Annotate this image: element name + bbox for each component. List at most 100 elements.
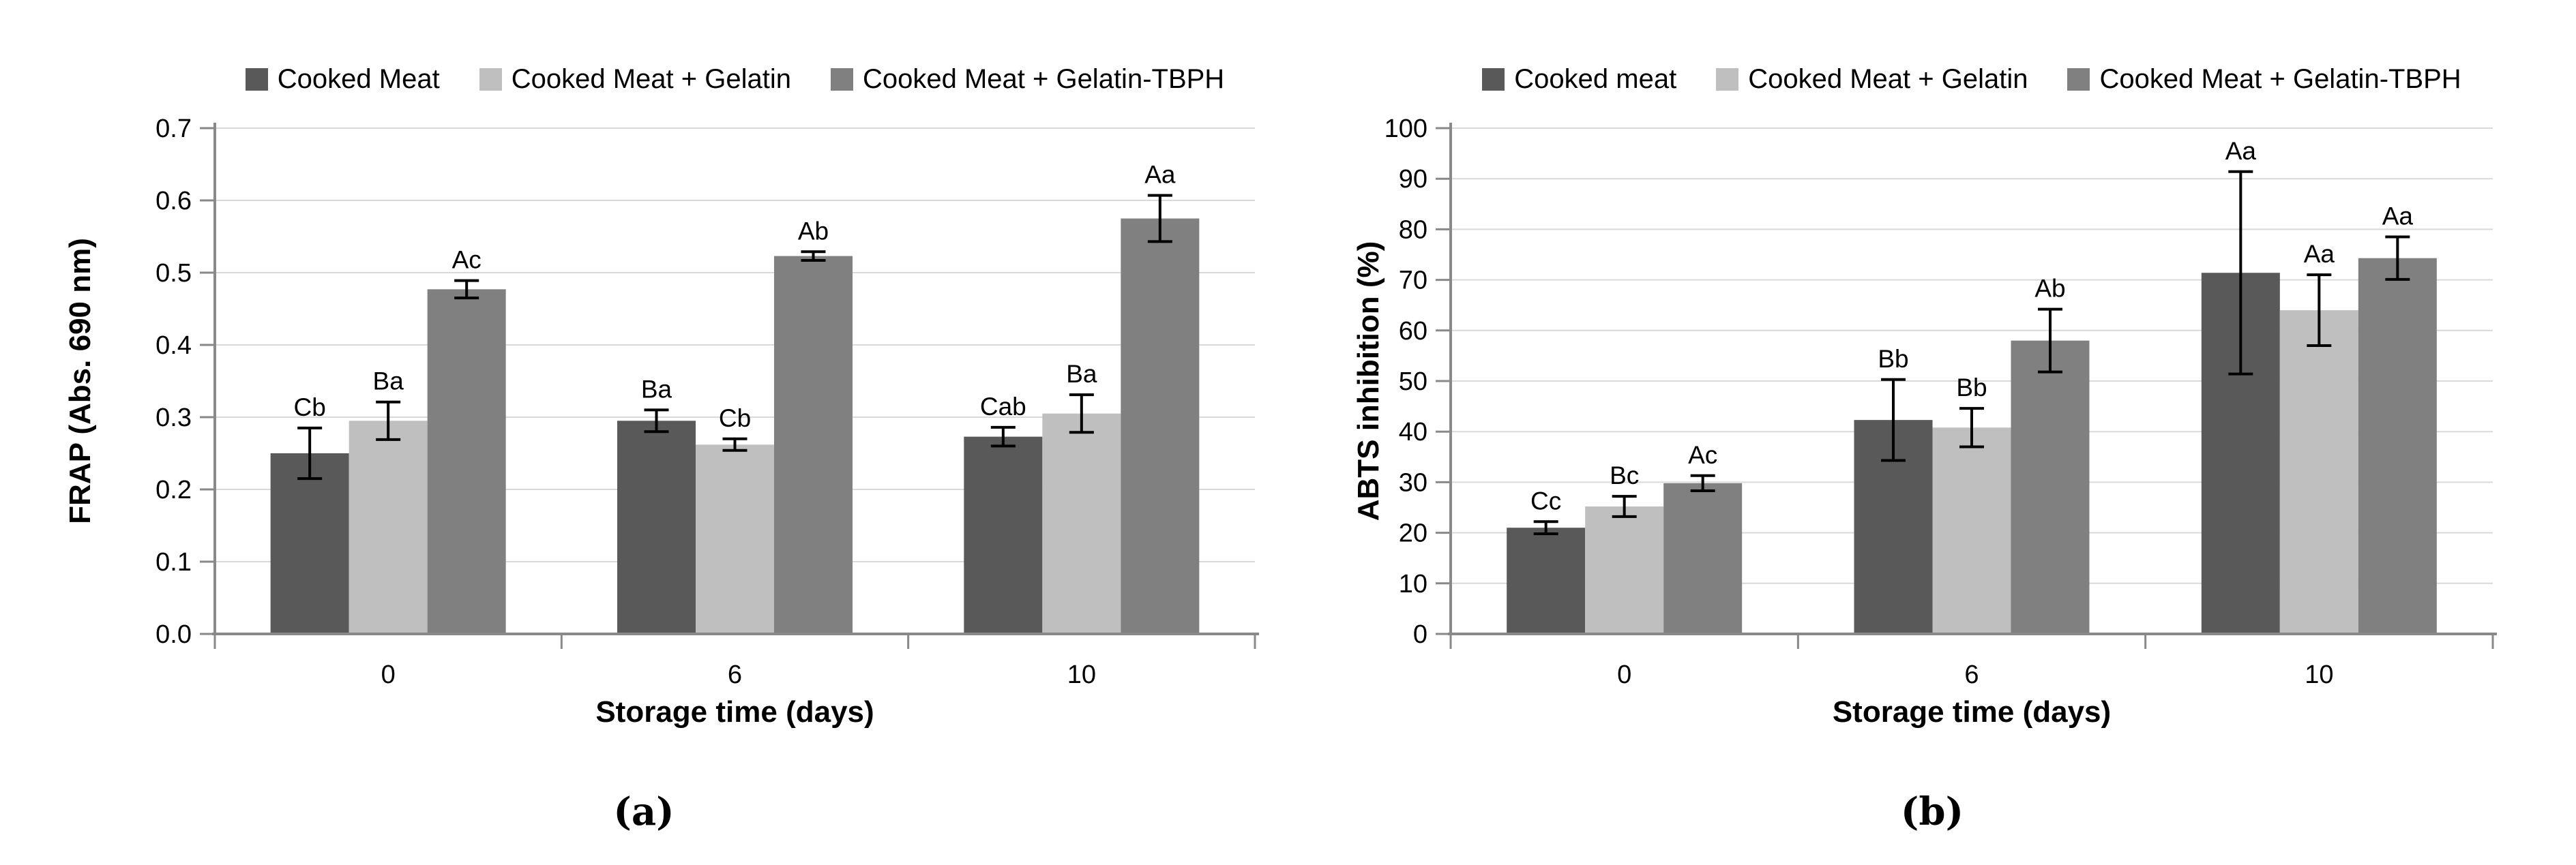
error-bar — [376, 400, 401, 441]
significance-label: Ab — [2034, 275, 2065, 303]
legend-swatch-dark — [1482, 67, 1505, 91]
legend-item-cooked-meat: Cooked Meat — [245, 63, 440, 95]
legend-label: Cooked Meat + Gelatin-TBPH — [862, 63, 1225, 94]
significance-label: Aa — [2382, 202, 2414, 230]
legend-item-cooked-meat-gelatin-tbph: Cooked Meat + Gelatin-TBPH — [2067, 64, 2461, 95]
bar-a-s0-g1 — [617, 421, 696, 634]
legend-label: Cooked Meat — [277, 63, 440, 94]
y-tick-label: 0.3 — [156, 404, 192, 432]
bar-b-s2-g1 — [2011, 340, 2090, 634]
chart-a-panel: Cooked Meat Cooked Meat + Gelatin Cooked… — [63, 59, 1259, 834]
bar-b-s2-g0 — [1663, 483, 1743, 634]
y-tick-label: 50 — [1399, 367, 1427, 396]
error-bar — [1959, 407, 1984, 449]
significance-label: Cb — [719, 404, 751, 432]
bar-b-s2-g2 — [2358, 258, 2437, 635]
significance-label: Aa — [2304, 240, 2335, 268]
caption-b: (b) — [1900, 789, 1964, 834]
x-tick-labels: 0 6 10 — [381, 661, 1096, 689]
legend-swatch-dark — [245, 67, 268, 91]
legend-swatch-light — [1716, 67, 1739, 91]
legend-label: Cooked meat — [1514, 63, 1677, 94]
bar-b-s1-g2 — [2279, 310, 2358, 634]
error-bar — [2038, 307, 2062, 374]
significance-label: Ac — [1688, 441, 1717, 469]
legend-item-cooked-meat-gelatin: Cooked Meat + Gelatin — [479, 64, 791, 95]
y-tick-label: 0.7 — [156, 115, 192, 143]
significance-label: Bb — [1878, 345, 1908, 373]
y-tick-label: 10 — [1399, 570, 1427, 598]
significance-label: Aa — [2225, 137, 2257, 165]
chart-b-legend: Cooked meat Cooked Meat + Gelatin Cooked… — [1451, 59, 2493, 100]
y-tick-label: 0.5 — [156, 259, 192, 288]
bar-b-s1-g0 — [1585, 506, 1664, 634]
axis-ticks — [1436, 127, 1451, 635]
y-tick-label: 0.4 — [156, 331, 192, 360]
significance-label: Cc — [1530, 487, 1561, 515]
bar-a-s2-g2 — [1121, 218, 1200, 634]
y-tick-label: 70 — [1399, 267, 1427, 295]
bar-a-s1-g2 — [1042, 413, 1121, 634]
significance-labels: Cb Ba Cab Ba Cb Ba Ac Ab Aa — [294, 161, 1176, 432]
bar-b-s0-g0 — [1507, 528, 1586, 634]
legend-swatch-medium — [830, 67, 853, 91]
x-tick-labels: 0 6 10 — [1617, 661, 2333, 689]
significance-label: Ba — [641, 375, 672, 403]
error-bars — [1533, 170, 2410, 536]
bar-a-s1-g0 — [349, 421, 428, 634]
caption-a: (a) — [613, 789, 675, 834]
chart-a-plot: 0.0 0.1 0.2 0.3 0.4 0.5 0.6 0.7 Cb Ba Cab Ba Cb Ba Ac A… — [156, 115, 1259, 689]
x-tick-label: 6 — [1964, 661, 1979, 689]
chart-b-plot: 0102030405060708090100CcBbAaBcBbAaAcAbAa… — [1385, 115, 2497, 689]
y-tick-label: 0.2 — [156, 476, 192, 504]
legend-item-cooked-meat-gelatin: Cooked Meat + Gelatin — [1716, 64, 2028, 95]
error-bar — [990, 425, 1016, 448]
y-tick-label: 0 — [1413, 620, 1427, 649]
y-tick-label: 40 — [1399, 418, 1427, 446]
error-bar — [1069, 393, 1094, 434]
significance-label: Bc — [1610, 461, 1639, 489]
x-tick-label: 0 — [381, 661, 396, 689]
axes — [212, 123, 1259, 649]
axis-ticks — [200, 127, 215, 635]
bars — [1507, 258, 2437, 635]
significance-label: Aa — [1144, 161, 1176, 189]
error-bars — [297, 194, 1172, 481]
x-tick-label: 10 — [1067, 661, 1096, 689]
bar-a-s0-g2 — [964, 436, 1043, 634]
significance-label: Ba — [1066, 360, 1097, 388]
bar-a-s1-g1 — [696, 444, 774, 634]
significance-labels: Cc Bb Aa Bc Bb Aa Ac Ab Aa — [1530, 137, 2413, 515]
chart-a-legend: Cooked Meat Cooked Meat + Gelatin Cooked… — [215, 59, 1255, 100]
legend-swatch-light — [479, 67, 502, 91]
x-tick-label: 0 — [1617, 661, 1631, 689]
chart-b-x-axis-title: Storage time (days) — [1832, 695, 2112, 729]
error-bar — [1612, 495, 1637, 518]
y-tick-label: 30 — [1399, 468, 1427, 497]
y-tick-label: 0.6 — [156, 187, 192, 215]
bar-a-s2-g0 — [427, 289, 506, 634]
error-bar — [2307, 273, 2332, 348]
bars — [270, 218, 1200, 634]
significance-label: Cab — [980, 393, 1026, 421]
y-tick-label: 0.0 — [156, 620, 192, 649]
y-tick-labels: 0 10 20 30 40 50 60 70 80 90 100 — [1385, 115, 1427, 649]
bar-b-s1-g1 — [1932, 427, 2011, 634]
error-bar — [1533, 520, 1558, 536]
bar-a-s0-g0 — [270, 453, 349, 634]
x-tick-label: 10 — [2305, 661, 2333, 689]
x-tick-label: 6 — [728, 661, 742, 689]
error-bar — [297, 426, 323, 481]
legend-item-cooked-meat-gelatin-tbph: Cooked Meat + Gelatin-TBPH — [830, 63, 1225, 95]
legend-label: Cooked Meat + Gelatin — [511, 63, 791, 94]
chart-b-panel: Cooked meat Cooked Meat + Gelatin Cooked… — [1288, 0, 2576, 865]
error-bar — [1690, 474, 1715, 493]
y-tick-labels: 0.0 0.1 0.2 0.3 0.4 0.5 0.6 0.7 — [156, 115, 192, 649]
legend-label: Cooked Meat + Gelatin — [1748, 63, 2028, 94]
y-tick-label: 90 — [1399, 165, 1427, 194]
chart-a-x-axis-title: Storage time (days) — [595, 695, 874, 729]
y-tick-label: 60 — [1399, 317, 1427, 346]
y-tick-label: 80 — [1399, 215, 1427, 244]
significance-label: Bb — [1956, 374, 1987, 401]
